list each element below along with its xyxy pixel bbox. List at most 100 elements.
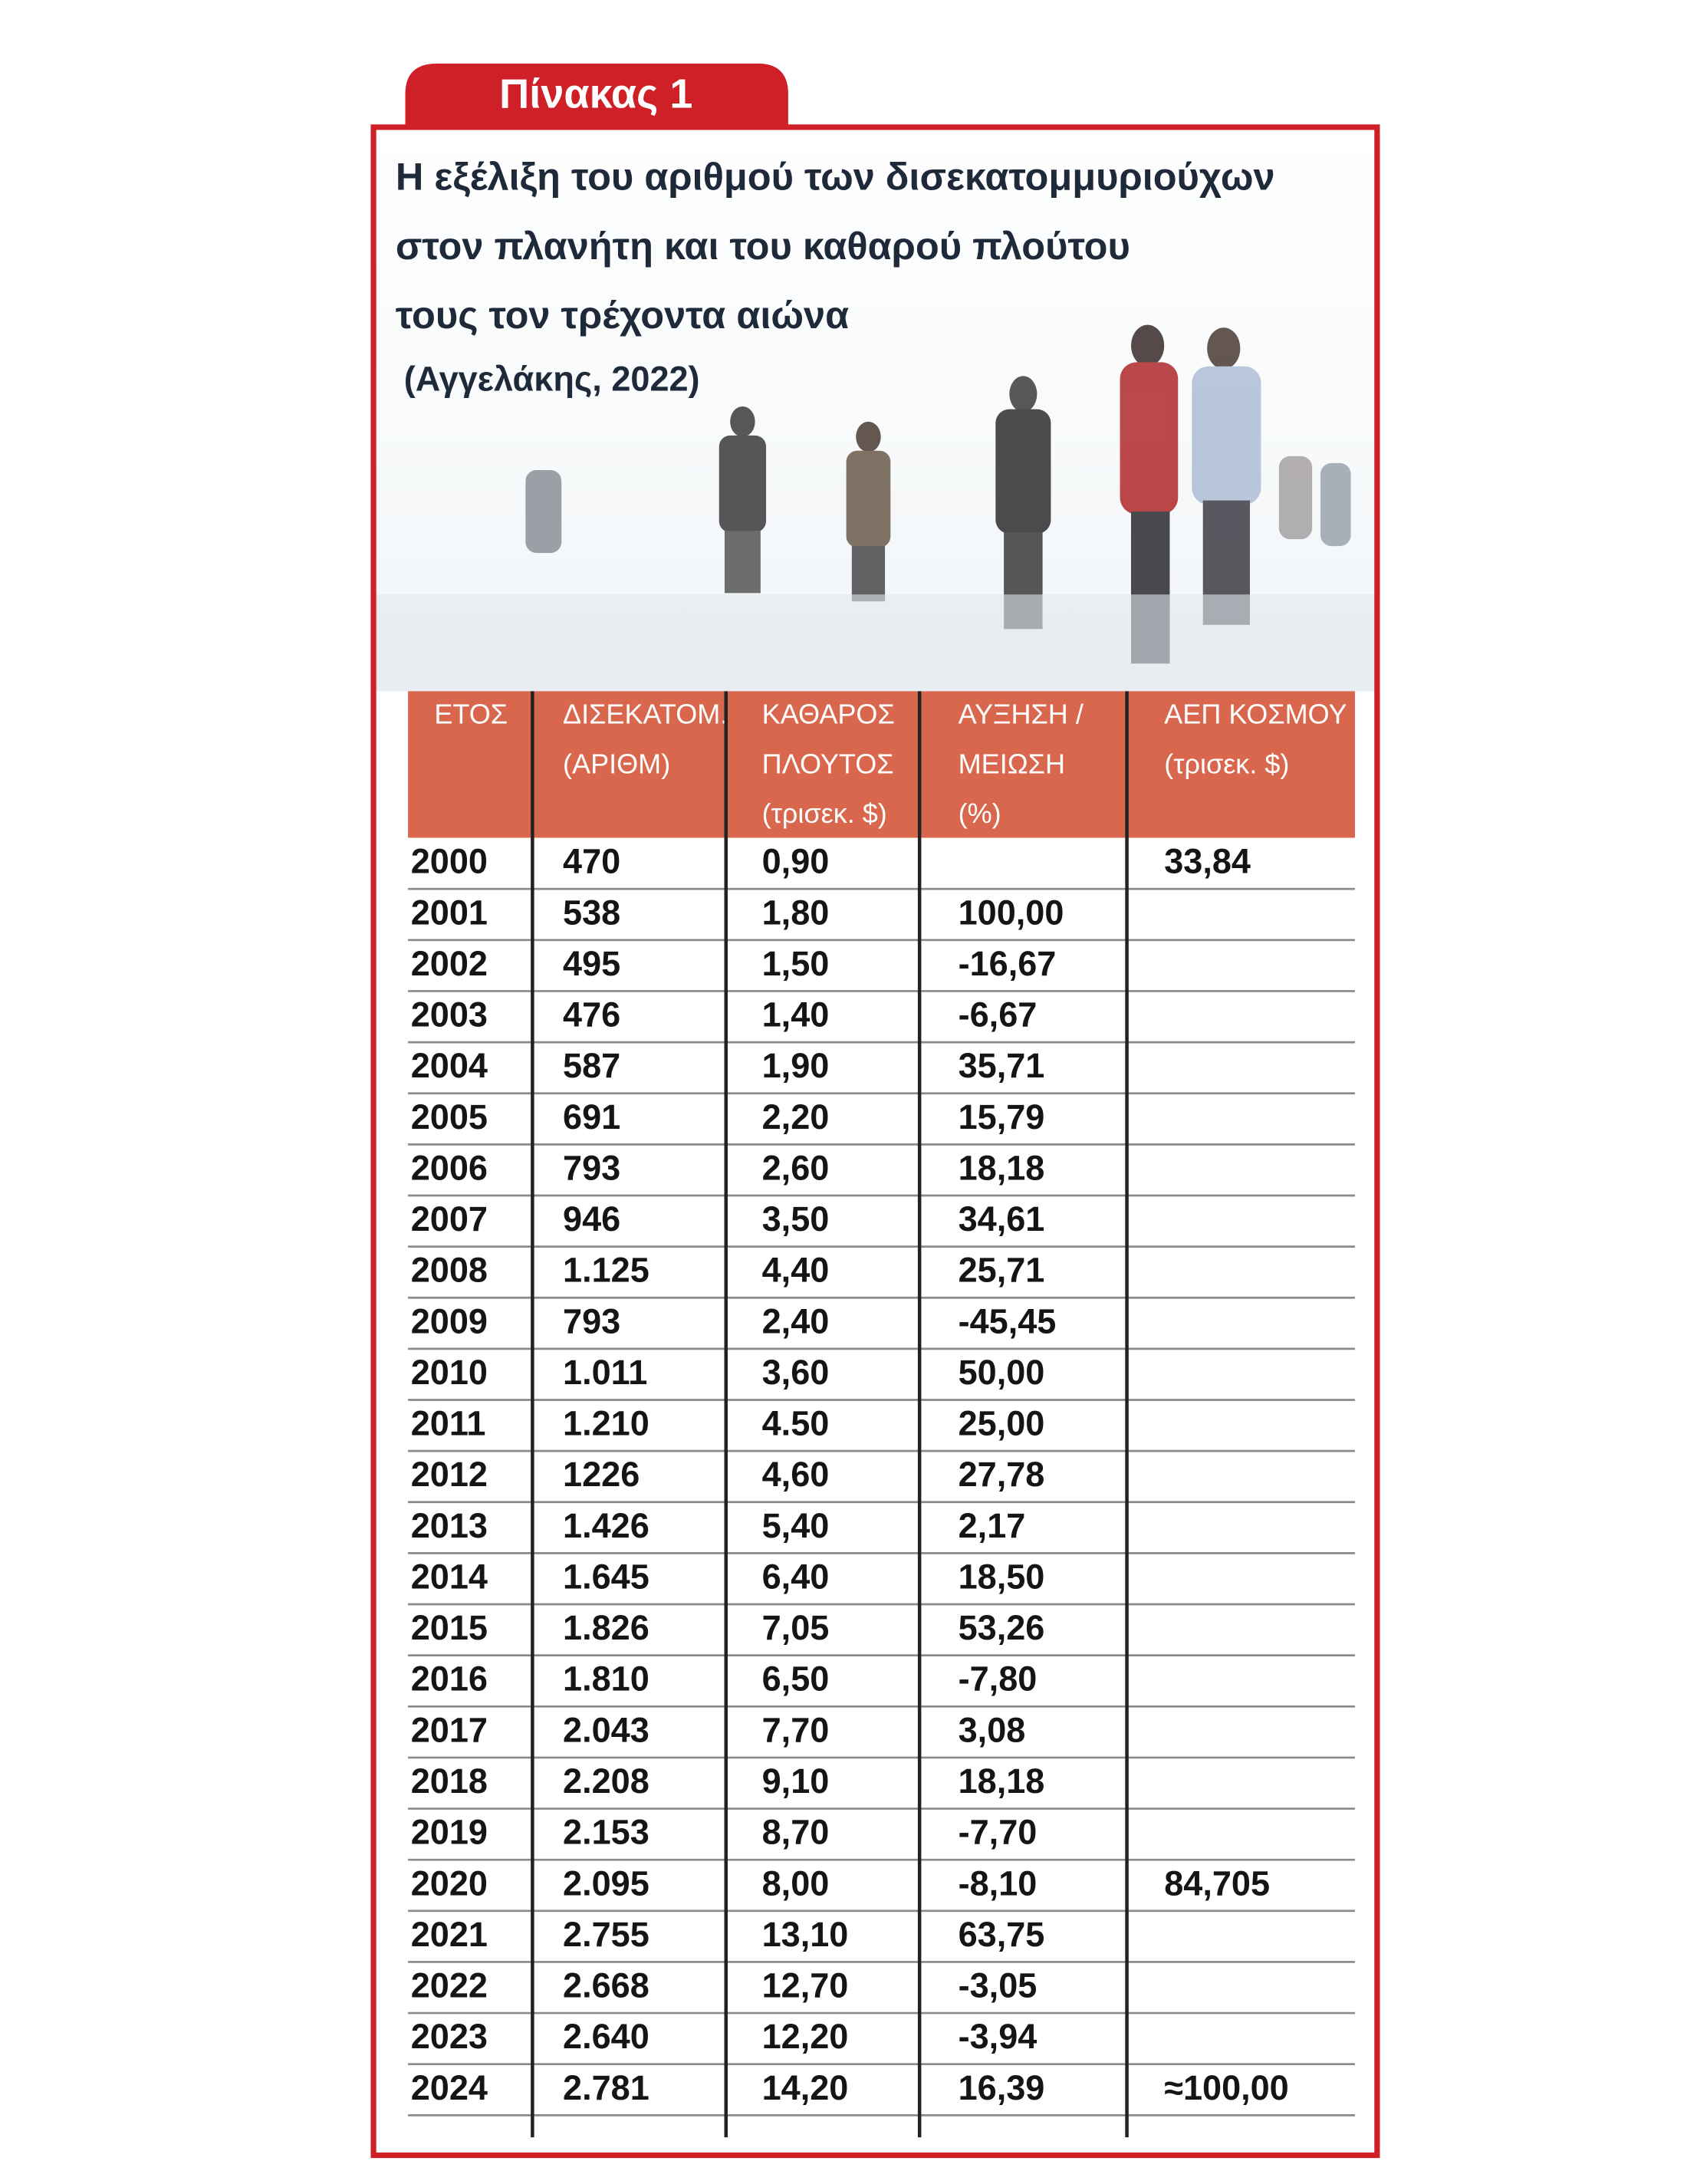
- table-cell: 1.210: [563, 1404, 649, 1443]
- table-cell: 25,71: [959, 1251, 1045, 1290]
- table-cell: 2.755: [563, 1915, 649, 1954]
- table-cell: 2012: [411, 1455, 488, 1494]
- table-cell: -3,94: [959, 2017, 1038, 2056]
- table-cell: 35,71: [959, 1046, 1045, 1085]
- table-cell: 63,75: [959, 1915, 1045, 1954]
- table-cell: 2021: [411, 1915, 488, 1954]
- table-cell: -16,67: [959, 944, 1057, 983]
- table-cell: 2022: [411, 1966, 488, 2005]
- tab: [405, 63, 788, 127]
- table-cell: -3,05: [959, 1966, 1038, 2005]
- table-cell: 2.208: [563, 1761, 649, 1801]
- table-cell: 53,26: [959, 1608, 1045, 1647]
- tab-label: Πίνακας 1: [499, 71, 692, 117]
- title-line: στον πλανήτη και του καθαρού πλούτου: [396, 224, 1130, 268]
- table-cell: 2014: [411, 1557, 488, 1596]
- table-cell: 1.125: [563, 1251, 649, 1290]
- table-cell: 7,70: [762, 1710, 830, 1749]
- frame: [370, 124, 1380, 2159]
- table-cell: 4.50: [762, 1404, 830, 1443]
- table-cell: 1.645: [563, 1557, 649, 1596]
- table-cell: 34,61: [959, 1199, 1045, 1238]
- table-cell: 2002: [411, 944, 488, 983]
- table-cell: 476: [563, 995, 620, 1034]
- table-cell: 1,80: [762, 893, 830, 932]
- table-cell: 14,20: [762, 2068, 849, 2107]
- table-cell: 18,50: [959, 1557, 1045, 1596]
- table-cell: 2,20: [762, 1097, 830, 1136]
- table-cell: 6,50: [762, 1659, 830, 1699]
- photo-figure: [1207, 327, 1241, 370]
- header-cell: ΠΛΟΥΤΟΣ: [762, 748, 894, 779]
- table-cell: 33,84: [1164, 842, 1251, 881]
- photo-figures: [373, 324, 1377, 692]
- photo-figure: [525, 469, 562, 554]
- table-cell: 12,70: [762, 1966, 849, 2005]
- table-cell: 3,50: [762, 1199, 830, 1238]
- photo-figure: [1120, 362, 1179, 515]
- table-cell: 9,10: [762, 1761, 830, 1801]
- table-cell: 2009: [411, 1301, 488, 1340]
- table-cell: 12,20: [762, 2017, 849, 2056]
- table-cell: 2,60: [762, 1148, 830, 1187]
- photo-floor: [373, 594, 1377, 692]
- table-cell: 2007: [411, 1199, 488, 1238]
- table-cell: 2000: [411, 842, 488, 881]
- table-cell: 1226: [563, 1455, 640, 1494]
- photo-figure: [1278, 456, 1313, 540]
- photo-figure: [1009, 376, 1038, 413]
- table-background: [373, 691, 1377, 2156]
- header-cell: (τρισεκ. $): [1164, 748, 1289, 779]
- table-cell: 2.640: [563, 2017, 649, 2056]
- title-line: Η εξέλιξη του αριθμού των δισεκατομμυριο…: [396, 155, 1275, 199]
- header-cell: ΑΕΠ ΚΟΣΜΟΥ: [1164, 698, 1347, 729]
- table-cell: 50,00: [959, 1353, 1045, 1392]
- table-cell: 0,90: [762, 842, 830, 881]
- table-cell: 2.043: [563, 1710, 649, 1749]
- table-cell: 2001: [411, 893, 488, 932]
- table-cell: 946: [563, 1199, 620, 1238]
- table-cell: -7,80: [959, 1659, 1038, 1699]
- table-cell: 2019: [411, 1813, 488, 1852]
- table-cell: -7,70: [959, 1813, 1038, 1852]
- table-cell: 4,40: [762, 1251, 830, 1290]
- table-cell: -8,10: [959, 1863, 1038, 1903]
- header-cell: ΕΤΟΣ: [434, 698, 508, 729]
- table-cell: 2020: [411, 1863, 488, 1903]
- table-cell: 13,10: [762, 1915, 849, 1954]
- table-cell: 2,40: [762, 1301, 830, 1340]
- photo-figure: [1320, 462, 1351, 547]
- table-cell: 5,40: [762, 1506, 830, 1545]
- table-cell: 2.668: [563, 1966, 649, 2005]
- header-cell: ΚΑΘΑΡΟΣ: [762, 698, 895, 729]
- table-cell: 2004: [411, 1046, 488, 1085]
- table-cell: 538: [563, 893, 620, 932]
- photo-figure: [856, 421, 881, 452]
- table-cell: 2023: [411, 2017, 488, 2056]
- photo-figure: [851, 546, 886, 602]
- table-cell: 100,00: [959, 893, 1064, 932]
- photo-figure: [1192, 366, 1261, 505]
- table-cell: 16,39: [959, 2068, 1045, 2107]
- table-cell: 2.781: [563, 2068, 649, 2107]
- table-cell: 3,60: [762, 1353, 830, 1392]
- table-cell: 2015: [411, 1608, 488, 1647]
- title-line: τους τον τρέχοντα αιώνα: [396, 293, 849, 337]
- table-cell: 2.153: [563, 1813, 649, 1852]
- table: ΕΤΟΣ ΔΙΣΕΚΑΤΟΜ. (ΑΡΙΘΜ) ΚΑΘΑΡΟΣ ΠΛΟΥΤΟΣ (τρισ…: [408, 691, 1356, 2138]
- table-cell: 2024: [411, 2068, 488, 2107]
- table-cell: 2008: [411, 1251, 488, 1290]
- photo-figure: [846, 450, 891, 548]
- header-band: [408, 691, 1356, 838]
- table-cell: 4,60: [762, 1455, 830, 1494]
- table-cell: 18,18: [959, 1761, 1045, 1801]
- table-cell: 793: [563, 1148, 620, 1187]
- table-cell: 1.810: [563, 1659, 649, 1699]
- table-cell: ≈100,00: [1164, 2068, 1289, 2107]
- table-cell: 27,78: [959, 1455, 1045, 1494]
- table-cell: 495: [563, 944, 620, 983]
- table-cell: 691: [563, 1097, 620, 1136]
- table-cell: 470: [563, 842, 620, 881]
